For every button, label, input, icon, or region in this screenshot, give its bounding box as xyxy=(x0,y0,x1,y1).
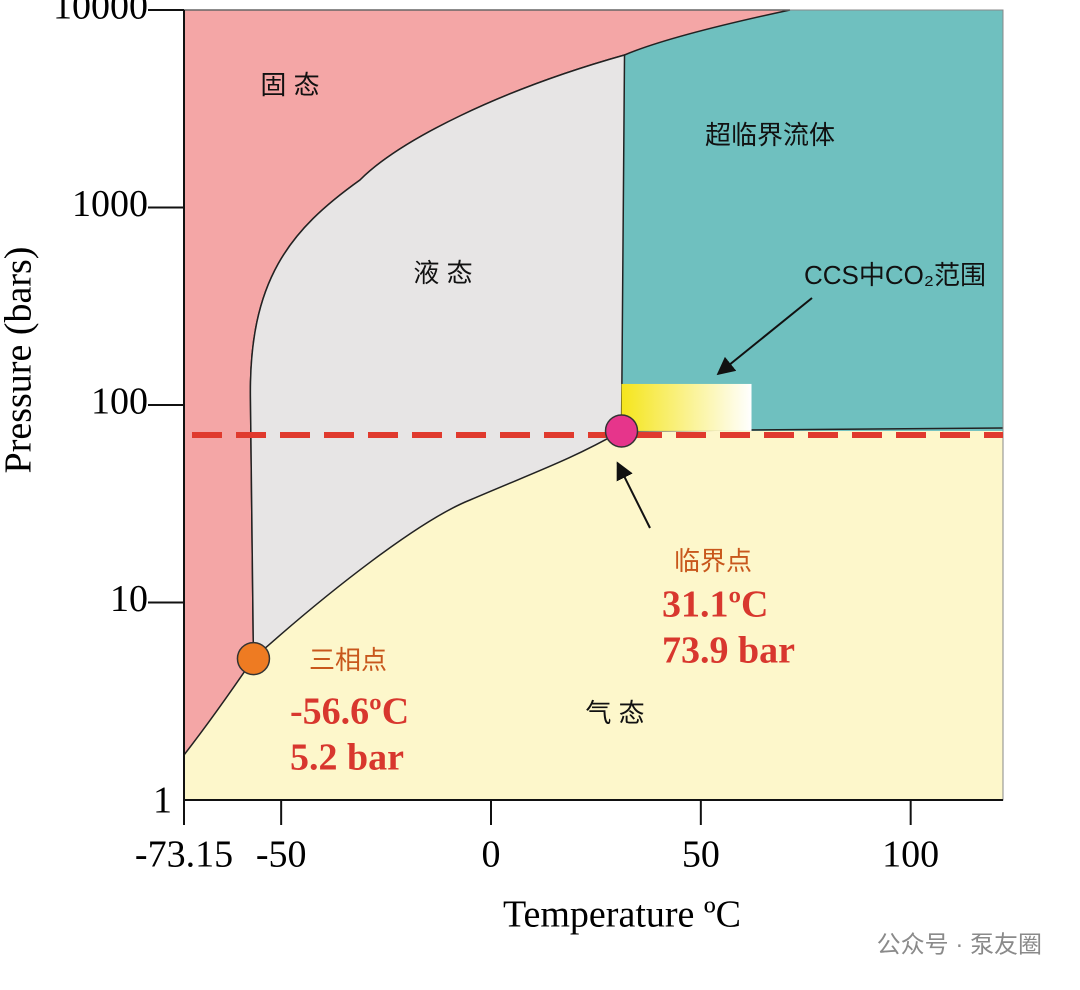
region-label: 气 态 xyxy=(585,698,644,728)
y-axis-title: Pressure (bars) xyxy=(0,247,40,474)
arrow xyxy=(716,297,813,376)
arrow xyxy=(616,461,651,529)
region-label: 液 态 xyxy=(413,258,472,288)
x-tick-label: 100 xyxy=(882,834,939,876)
x-tick-label: -73.15 xyxy=(135,834,233,876)
region-supercritical xyxy=(621,10,1003,431)
point xyxy=(604,414,639,448)
y-tick-label: 100 xyxy=(91,381,148,423)
point-name: 临界点 xyxy=(674,546,752,576)
point xyxy=(236,641,271,676)
region-liquid xyxy=(249,54,626,661)
y-tick-label: 10 xyxy=(110,578,148,620)
point-temperature: -56.6ºC xyxy=(290,691,409,733)
x-tick-label: 0 xyxy=(481,834,500,876)
region-label: 固 态 xyxy=(260,70,319,100)
y-tick-label: 10000 xyxy=(53,0,148,28)
x-tick-label: -50 xyxy=(256,834,307,876)
y-tick-label: 1 xyxy=(153,780,172,822)
ccs-range xyxy=(621,383,752,431)
watermark: 公众号 · 泵友圈 xyxy=(877,931,1042,958)
point-name: 三相点 xyxy=(309,645,387,675)
x-axis-title: Temperature ºC xyxy=(503,894,741,936)
y-tick-label: 1000 xyxy=(72,183,148,225)
point-pressure: 73.9 bar xyxy=(662,630,795,672)
x-tick-label: 50 xyxy=(682,834,720,876)
annotation: CCS中CO₂范围 xyxy=(804,260,986,290)
point-pressure: 5.2 bar xyxy=(290,737,404,779)
region-label: 超临界流体 xyxy=(705,120,835,150)
point-temperature: 31.1ºC xyxy=(662,584,769,626)
